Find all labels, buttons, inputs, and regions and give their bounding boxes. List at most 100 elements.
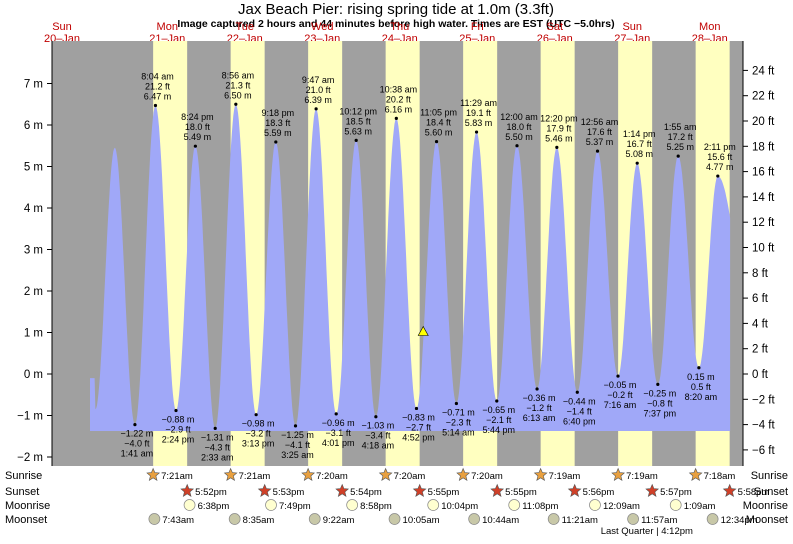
high-tide-time: 10:12 pm <box>339 106 377 116</box>
left-tick-label: 6 m <box>24 120 43 132</box>
low-tide-ft: −4.1 ft <box>285 440 311 450</box>
low-tide-ft: −0.8 ft <box>647 398 673 408</box>
sunset-icon <box>257 483 272 497</box>
moonrise-time: 11:08pm <box>522 501 558 512</box>
right-tick-label: 6 ft <box>752 293 769 305</box>
low-tide-point <box>254 413 258 417</box>
low-tide-point <box>334 412 338 416</box>
high-tide-point <box>676 154 680 158</box>
moonrise-icon <box>265 499 277 511</box>
low-tide-m: −0.25 m <box>643 388 676 398</box>
left-tick-label: 4 m <box>24 203 43 215</box>
left-tick-label: −2 m <box>17 452 43 464</box>
right-tick-label: −2 ft <box>752 394 776 406</box>
high-tide-ft: 15.6 ft <box>707 152 733 162</box>
high-tide-m: 5.46 m <box>545 133 573 143</box>
high-tide-time: 11:05 pm <box>420 108 457 118</box>
sunrise-icon <box>688 467 703 481</box>
high-tide-ft: 21.3 ft <box>225 80 251 90</box>
high-tide-ft: 20.2 ft <box>386 94 412 104</box>
left-tick-label: 3 m <box>24 245 43 257</box>
low-tide-time: 5:44 pm <box>483 425 516 435</box>
sunrise-row-label-right: Sunrise <box>751 470 788 482</box>
moonset-icon <box>308 513 321 525</box>
moonrise-time: 1:09am <box>684 501 716 512</box>
moonrise-row-label-left: Moonrise <box>5 500 50 512</box>
right-tick-label: −6 ft <box>752 445 776 457</box>
low-tide-point <box>697 366 701 370</box>
right-tick-label: 2 ft <box>752 344 769 356</box>
low-tide-m: −0.88 m <box>162 415 195 425</box>
moonrise-time: 8:58pm <box>360 501 392 512</box>
right-tick-label: 16 ft <box>752 167 775 179</box>
high-tide-time: 12:20 pm <box>540 113 578 123</box>
low-tide-m: −1.03 m <box>361 421 394 431</box>
high-tide-point <box>555 145 559 150</box>
high-tide-point <box>274 140 278 144</box>
low-tide-label: −0.25 m−0.8 ft7:37 pm <box>643 382 676 418</box>
high-tide-point <box>234 102 238 106</box>
sunrise-row-label-left: Sunrise <box>5 470 42 482</box>
moonrise-time: 7:49pm <box>279 501 311 512</box>
moonrise-icon <box>669 499 682 511</box>
low-tide-m: 0.15 m <box>687 372 715 382</box>
high-tide-time: 12:00 am <box>500 112 538 122</box>
left-tick-label: 5 m <box>24 162 43 174</box>
sunrise-time: 7:20am <box>471 471 503 482</box>
low-tide-ft: −2.3 ft <box>446 417 472 427</box>
high-tide-m: 5.50 m <box>505 132 533 142</box>
sunrise-time: 7:19am <box>626 471 658 482</box>
day-name: Sun <box>52 21 72 33</box>
low-tide-label: −0.36 m−1.2 ft6:13 am <box>523 387 555 423</box>
low-tide-label: −0.96 m−3.1 ft4:01 pm <box>322 412 355 448</box>
day-name: Mon <box>157 21 178 33</box>
moonrise-time: 10:04pm <box>441 501 478 512</box>
high-tide-time: 11:29 am <box>460 98 497 108</box>
low-tide-time: 4:18 am <box>362 441 395 451</box>
low-tide-time: 3:25 am <box>281 450 314 460</box>
high-tide-m: 5.60 m <box>425 128 453 138</box>
moonset-time: 10:05am <box>403 515 440 526</box>
moonset-icon <box>547 513 560 525</box>
low-tide-label: −1.03 m−3.4 ft4:18 am <box>361 415 394 451</box>
moonrise-icon <box>183 499 196 511</box>
low-tide-ft: −0.2 ft <box>607 390 633 400</box>
sunset-icon <box>180 483 195 497</box>
high-tide-point <box>394 116 398 120</box>
high-tide-m: 6.16 m <box>385 104 413 114</box>
sunrise-time: 7:20am <box>316 471 348 482</box>
left-tick-label: 1 m <box>24 328 43 340</box>
moonrise-icon <box>427 499 440 511</box>
high-tide-time: 9:18 pm <box>262 108 295 118</box>
high-tide-ft: 18.5 ft <box>346 116 372 126</box>
day-name: Sat <box>546 21 563 33</box>
low-tide-m: −0.44 m <box>563 396 596 406</box>
tide-area <box>90 104 731 432</box>
low-tide-time: 2:24 pm <box>162 435 195 445</box>
low-tide-label: −0.83 m−2.7 ft4:52 pm <box>402 406 435 442</box>
low-tide-point <box>616 374 620 378</box>
low-tide-ft: −2.7 ft <box>406 422 432 432</box>
high-tide-ft: 18.0 ft <box>506 122 532 132</box>
low-tide-m: −0.65 m <box>482 405 515 415</box>
high-tide-m: 6.39 m <box>304 95 332 105</box>
left-tick-label: −1 m <box>17 411 43 423</box>
high-tide-ft: 18.4 ft <box>426 118 452 128</box>
day-name: Mon <box>699 21 720 33</box>
low-tide-label: −1.22 m−4.0 ft1:41 am <box>121 423 153 459</box>
low-tide-ft: −3.4 ft <box>365 431 391 441</box>
low-tide-ft: −3.1 ft <box>326 428 352 438</box>
sunrise-time: 7:19am <box>549 471 581 482</box>
high-tide-point <box>474 130 479 134</box>
right-tick-label: 4 ft <box>752 318 769 330</box>
left-tick-label: 7 m <box>24 79 43 91</box>
low-tide-time: 8:20 am <box>685 392 718 402</box>
sunset-time: 5:55pm <box>428 487 460 498</box>
